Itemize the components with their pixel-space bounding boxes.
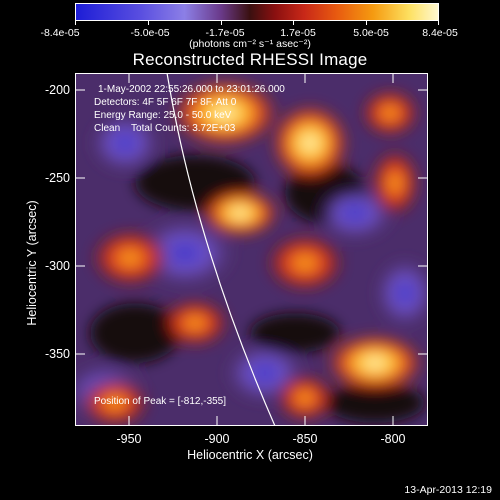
colorbar-units: (photons cm⁻² s⁻¹ asec⁻²) bbox=[189, 38, 311, 50]
energy-range-text: Energy Range: 25.0 - 50.0 keV bbox=[94, 110, 232, 121]
y-tick-label: -300 bbox=[44, 259, 70, 273]
x-axis-title: Heliocentric X (arcsec) bbox=[187, 448, 313, 462]
y-tick-label: -350 bbox=[44, 347, 70, 361]
colorbar-label: -1.7e-05 bbox=[205, 27, 245, 39]
solar-image bbox=[75, 73, 428, 426]
colorbar-label: 5.0e-05 bbox=[353, 27, 389, 39]
colorbar-label: 1.7e-05 bbox=[280, 27, 316, 39]
detectors-text: Detectors: 4F 5F 6F 7F 8F, Att 0 bbox=[94, 97, 237, 108]
image-plot bbox=[75, 73, 428, 426]
solar-limb-line bbox=[166, 73, 276, 426]
timestamp: 13-Apr-2013 12:19 bbox=[404, 484, 492, 496]
x-tick-label: -900 bbox=[204, 432, 230, 446]
colorbar bbox=[75, 3, 439, 21]
x-tick-label: -850 bbox=[292, 432, 318, 446]
y-axis-title: Heliocentric Y (arcsec) bbox=[25, 200, 39, 326]
time-range-text: 1-May-2002 22:55:26.000 to 23:01:26.000 bbox=[98, 84, 285, 95]
x-tick-label: -800 bbox=[380, 432, 406, 446]
peak-position-text: Position of Peak = [-812,-355] bbox=[94, 396, 227, 407]
x-tick-label: -950 bbox=[116, 432, 142, 446]
y-tick-label: -200 bbox=[44, 83, 70, 97]
colorbar-label: -8.4e-05 bbox=[40, 27, 80, 39]
clean-counts-text: Clean Total Counts: 3.72E+03 bbox=[94, 123, 236, 134]
y-tick-label: -250 bbox=[44, 171, 70, 185]
colorbar-label: -5.0e-05 bbox=[130, 27, 170, 39]
colorbar-label: 8.4e-05 bbox=[422, 27, 458, 39]
plot-title: Reconstructed RHESSI Image bbox=[132, 50, 368, 69]
